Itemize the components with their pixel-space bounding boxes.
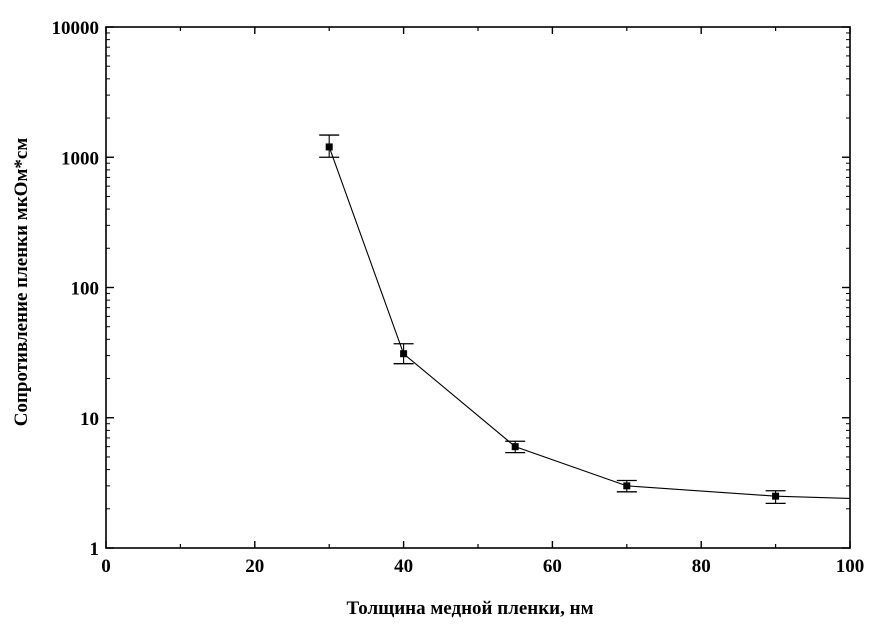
x-tick-label: 100 (836, 556, 865, 577)
x-axis-label: Толщина медной пленки, нм (346, 598, 593, 619)
plot-frame (105, 26, 851, 549)
y-tick-label: 1000 (61, 148, 99, 169)
y-tick-label: 10 (80, 409, 99, 430)
series-layer (319, 134, 851, 505)
x-tick-label: 60 (543, 556, 562, 577)
data-point (400, 350, 408, 358)
x-tick-label: 20 (245, 556, 264, 577)
data-point (772, 492, 780, 500)
data-point (511, 443, 519, 451)
y-tick-label: 1 (90, 539, 100, 560)
data-point (623, 482, 631, 490)
y-axis-label: Сопротивление пленки мкОм*см (11, 138, 32, 427)
data-point (325, 143, 333, 151)
y-tick-label: 10000 (52, 18, 100, 39)
x-tick-label: 40 (394, 556, 413, 577)
y-tick-label: 100 (71, 279, 100, 300)
y-axis-ticks: 1 10 100 1000 10000 (52, 18, 850, 560)
x-tick-label: 0 (101, 556, 111, 577)
series-line (328, 146, 851, 500)
x-axis-ticks: 0 20 40 60 80 100 (101, 27, 864, 577)
x-tick-label: 80 (692, 556, 711, 577)
